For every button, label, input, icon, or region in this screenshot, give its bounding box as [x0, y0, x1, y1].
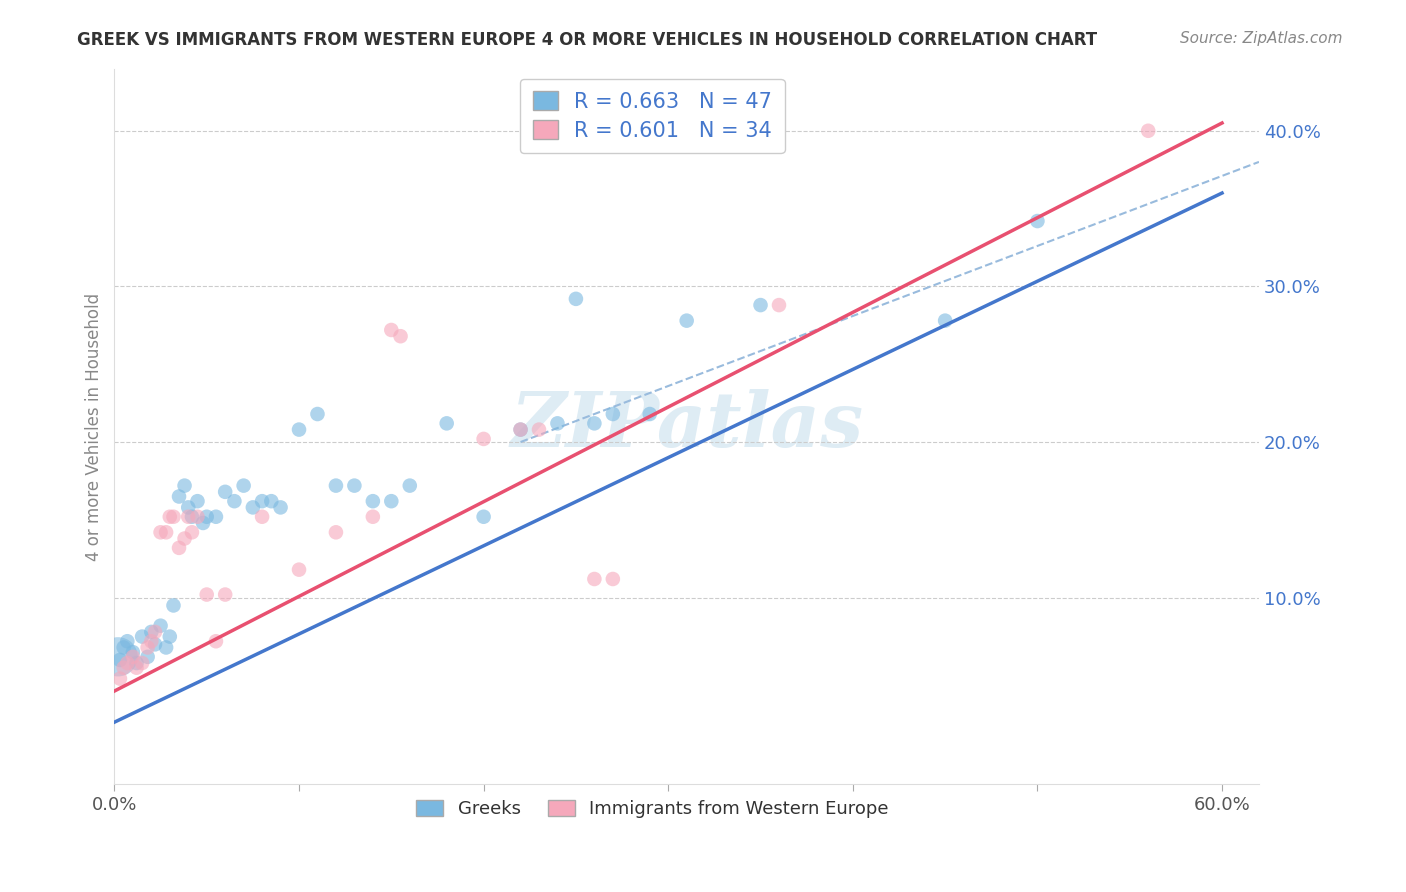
Point: [472, 432, 495, 446]
Point: [112, 640, 135, 655]
Point: [602, 407, 624, 421]
Point: [181, 509, 204, 524]
Point: [195, 509, 218, 524]
Point: [398, 478, 420, 492]
Point: [143, 637, 166, 651]
Point: [131, 630, 153, 644]
Text: ZIPatlas: ZIPatlas: [510, 390, 863, 464]
Point: [141, 624, 163, 639]
Point: [509, 423, 531, 437]
Point: [136, 640, 159, 655]
Point: [472, 509, 495, 524]
Point: [583, 417, 606, 431]
Point: [191, 516, 214, 530]
Point: [186, 494, 208, 508]
Point: [242, 500, 264, 515]
Point: [260, 494, 283, 508]
Text: GREEK VS IMMIGRANTS FROM WESTERN EUROPE 4 OR MORE VEHICLES IN HOUSEHOLD CORRELAT: GREEK VS IMMIGRANTS FROM WESTERN EUROPE …: [77, 31, 1098, 49]
Point: [436, 417, 458, 431]
Point: [108, 672, 131, 686]
Point: [149, 525, 172, 540]
Point: [224, 494, 246, 508]
Point: [125, 661, 148, 675]
Point: [768, 298, 790, 312]
Point: [638, 407, 661, 421]
Point: [749, 298, 772, 312]
Point: [380, 494, 402, 508]
Point: [117, 656, 139, 670]
Point: [173, 532, 195, 546]
Point: [117, 634, 139, 648]
Point: [325, 525, 347, 540]
Point: [343, 478, 366, 492]
Text: Source: ZipAtlas.com: Source: ZipAtlas.com: [1180, 31, 1343, 46]
Point: [159, 630, 181, 644]
Point: [361, 509, 384, 524]
Point: [159, 509, 181, 524]
Point: [389, 329, 412, 343]
Point: [307, 407, 329, 421]
Point: [288, 563, 311, 577]
Point: [136, 649, 159, 664]
Point: [675, 313, 697, 327]
Point: [108, 653, 131, 667]
Point: [112, 661, 135, 675]
Point: [361, 494, 384, 508]
Point: [107, 649, 129, 664]
Point: [205, 509, 228, 524]
Point: [155, 640, 177, 655]
Point: [602, 572, 624, 586]
Point: [583, 572, 606, 586]
Point: [205, 634, 228, 648]
Point: [270, 500, 292, 515]
Point: [122, 649, 145, 664]
Legend: Greeks, Immigrants from Western Europe: Greeks, Immigrants from Western Europe: [409, 793, 896, 825]
Point: [250, 494, 273, 508]
Point: [167, 541, 190, 555]
Point: [214, 484, 236, 499]
Point: [214, 588, 236, 602]
Y-axis label: 4 or more Vehicles in Household: 4 or more Vehicles in Household: [86, 293, 103, 560]
Point: [195, 588, 218, 602]
Point: [155, 525, 177, 540]
Point: [546, 417, 568, 431]
Point: [131, 656, 153, 670]
Point: [250, 509, 273, 524]
Point: [1026, 214, 1049, 228]
Point: [1137, 124, 1160, 138]
Point: [325, 478, 347, 492]
Point: [527, 423, 550, 437]
Point: [149, 618, 172, 632]
Point: [177, 500, 200, 515]
Point: [934, 313, 956, 327]
Point: [125, 656, 148, 670]
Point: [232, 478, 254, 492]
Point: [186, 509, 208, 524]
Point: [141, 634, 163, 648]
Point: [162, 509, 184, 524]
Point: [565, 292, 588, 306]
Point: [509, 423, 531, 437]
Point: [122, 645, 145, 659]
Point: [162, 599, 184, 613]
Point: [143, 624, 166, 639]
Point: [288, 423, 311, 437]
Point: [173, 478, 195, 492]
Point: [177, 509, 200, 524]
Point: [167, 490, 190, 504]
Point: [181, 525, 204, 540]
Point: [380, 323, 402, 337]
